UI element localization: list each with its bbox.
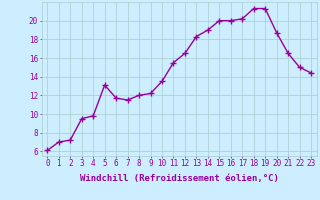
X-axis label: Windchill (Refroidissement éolien,°C): Windchill (Refroidissement éolien,°C) [80, 174, 279, 183]
